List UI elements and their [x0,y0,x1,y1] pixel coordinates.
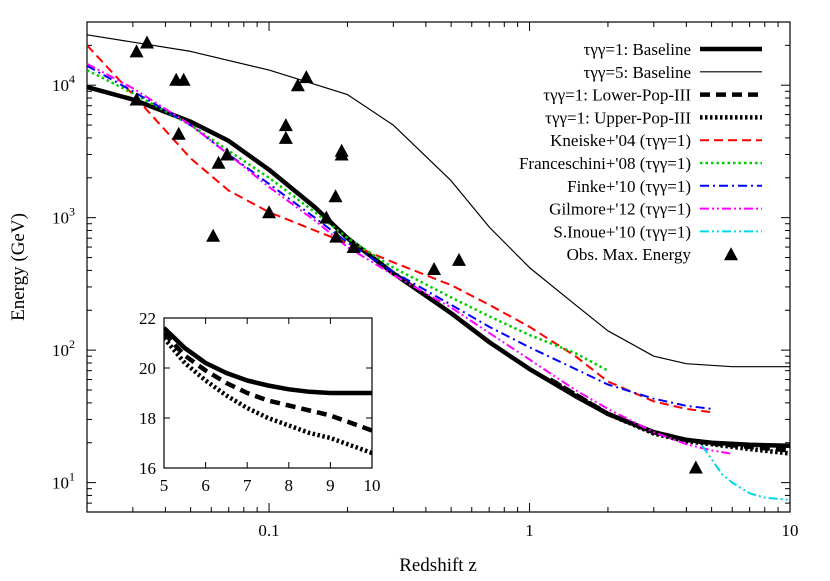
inset-x-tick-label: 9 [326,476,335,495]
inset-x-tick-label: 10 [364,476,381,495]
inset-plot: 5 6 7 8 9 10 16 18 20 22 [139,309,381,495]
obs-marker [206,228,221,242]
x-axis-label: Redshift z [399,555,477,576]
series-line [87,84,790,448]
inset-ticks: 5 6 7 8 9 10 16 18 20 22 [139,309,381,495]
obs-marker [334,147,349,161]
obs-marker [688,460,703,474]
obs-marker [171,126,186,140]
y-tick-label: 101 [52,470,75,493]
legend-label: Finke+'10 (τγγ=1) [567,177,691,196]
observation-markers [129,35,703,474]
inset-x-tick-label: 7 [243,476,252,495]
obs-marker [211,155,226,169]
x-tick-label: 0.1 [258,521,279,540]
inset-y-tick-label: 20 [139,359,156,378]
inset-series-line [164,326,372,396]
obs-marker [278,130,293,144]
legend-label: Obs. Max. Energy [567,245,692,264]
inset-series-line [164,331,372,433]
obs-marker [176,72,191,86]
obs-marker [262,205,277,219]
obs-marker [328,189,343,203]
obs-marker [346,240,361,254]
obs-marker [129,44,144,58]
legend: τγγ=1: Baseline τγγ=5: Baseline τγγ=1: Low… [519,40,762,264]
obs-marker [290,78,305,92]
obs-marker [140,35,155,49]
inset-x-tick-label: 5 [160,476,169,495]
axis-ticks: 0.1 1 10 101 102 103 104 [52,21,799,540]
series-line [87,64,712,410]
inset-y-tick-label: 16 [139,459,156,478]
y-axis-label-text: Energy (GeV) [8,213,29,321]
obs-marker [329,229,344,243]
y-tick-label: 103 [52,205,75,228]
y-axis-label: Energy (GeV) [8,213,29,321]
obs-marker [319,210,334,224]
x-axis-label-text: Redshift z [399,555,477,576]
series-line [701,445,790,501]
series-line [87,34,790,368]
obs-marker [278,118,293,132]
legend-label: Kneiske+'04 (τγγ=1) [550,131,691,150]
obs-marker [299,70,314,84]
inset-series-line [164,336,372,456]
inset-y-tick-label: 22 [139,309,156,328]
x-tick-label: 1 [525,521,534,540]
series-line [87,44,712,414]
obs-marker [129,92,144,106]
series-line [87,62,733,455]
legend-label: τγγ=1: Baseline [584,40,691,59]
legend-label: Franceschini+'08 (τγγ=1) [519,154,691,173]
inset-x-tick-label: 8 [285,476,294,495]
legend-label: τγγ=1: Lower-Pop-III [543,86,691,105]
obs-marker [451,252,466,266]
inset-y-tick-label: 18 [139,409,156,428]
series-line [549,377,790,456]
series-lines [87,34,790,501]
legend-marker [724,247,738,261]
obs-marker [220,147,235,161]
legend-label: τγγ=5: Baseline [584,63,691,82]
inset-series [164,326,372,456]
y-tick-label: 102 [52,337,75,360]
legend-label: τγγ=1: Upper-Pop-III [545,108,691,127]
x-tick-label: 10 [782,521,799,540]
obs-marker [427,261,442,275]
inset-x-tick-label: 6 [201,476,210,495]
legend-label: Gilmore+'12 (τγγ=1) [549,200,691,219]
legend-label: S.Inoue+'10 (τγγ=1) [553,222,691,241]
y-tick-label: 104 [52,72,75,95]
